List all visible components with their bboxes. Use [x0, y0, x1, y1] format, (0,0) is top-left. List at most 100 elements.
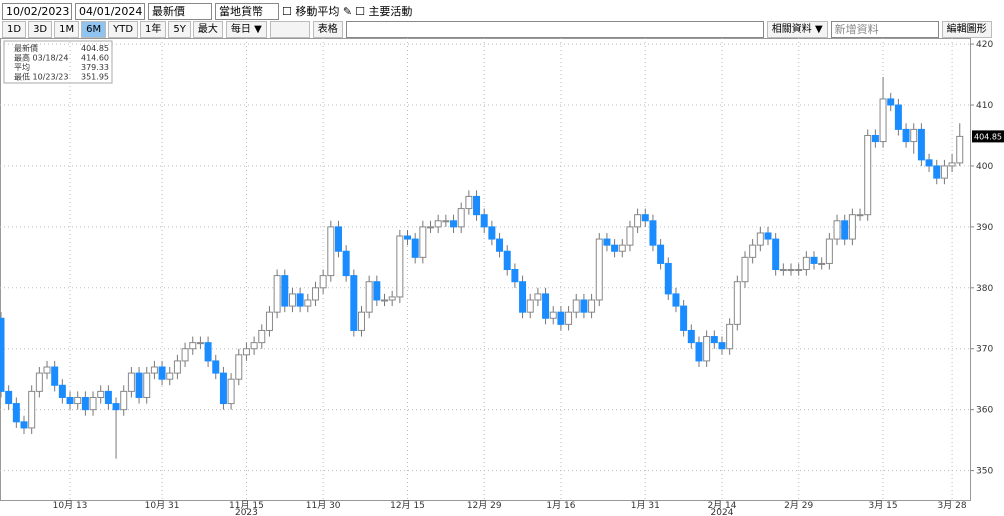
related-button[interactable]: 相關資料 ▼ [766, 20, 828, 38]
candle [127, 367, 135, 398]
candle-body [227, 378, 235, 405]
candle-body [258, 329, 266, 344]
search-field[interactable] [345, 20, 764, 38]
candle [296, 287, 304, 313]
candle [695, 336, 703, 368]
candle [189, 336, 197, 355]
candle-body [51, 366, 59, 386]
candle [856, 208, 864, 221]
candle [388, 290, 396, 307]
chart: 最新價 404.85 最高 03/18/24 414.60 平均 379.33 最低 10/… [0, 38, 1004, 516]
candle-body [917, 128, 925, 161]
period-button[interactable]: 1D [2, 20, 27, 38]
candle [35, 367, 43, 398]
candle-body [542, 293, 550, 319]
candle [258, 324, 266, 349]
currency-select[interactable]: 當地貨幣 [215, 2, 279, 20]
candle [787, 263, 795, 276]
candle-body [718, 342, 726, 350]
candle [825, 232, 833, 270]
candle [66, 391, 74, 410]
candle-body [58, 384, 66, 398]
candle-body [28, 390, 36, 429]
blank-button[interactable] [269, 20, 310, 38]
candle-body [810, 256, 818, 264]
candle-body [695, 342, 703, 362]
candle [265, 306, 273, 337]
candle [473, 190, 481, 221]
candle [104, 385, 112, 410]
candle-body [212, 360, 220, 374]
candle-body [442, 220, 450, 223]
candle [20, 415, 28, 435]
frequency[interactable]: 每日 ▼ [225, 20, 267, 38]
candle-body [189, 342, 197, 350]
candle [434, 214, 442, 233]
candle-body [572, 299, 580, 313]
field-select[interactable]: 最新價 [148, 2, 212, 20]
candle-body [534, 293, 542, 301]
candle [227, 373, 235, 410]
candle [703, 330, 711, 368]
candle-body [626, 226, 634, 246]
candle [902, 123, 910, 148]
candle-body [173, 360, 181, 374]
candle [173, 354, 181, 380]
candle-body [526, 299, 534, 313]
candle [818, 257, 826, 270]
period-button[interactable]: 6M [81, 20, 107, 38]
period-button[interactable]: 最大 [192, 20, 223, 38]
candle [404, 229, 412, 246]
period-button[interactable]: 3D [28, 20, 53, 38]
candle-body [419, 226, 427, 258]
y-tick-label: 420 [976, 40, 993, 50]
checkbox[interactable]: ☐ 移動平均 ✎ [282, 5, 353, 18]
candle [212, 354, 220, 380]
period-button[interactable]: 5Y [168, 20, 191, 38]
x-tick-label: 1月 31 [631, 500, 660, 511]
period-buttons: 1D 3D 1M 6M YTD 1年 5Y 最大 [2, 20, 223, 38]
candle-body [281, 275, 289, 307]
candle-body [557, 311, 565, 325]
candle-body [74, 396, 82, 405]
add-data[interactable]: 新增資料 [830, 20, 939, 38]
candle [143, 367, 151, 404]
start-date[interactable]: 10/02/2023 [2, 2, 72, 20]
period-button[interactable]: 1M [54, 20, 80, 38]
candle [5, 385, 13, 410]
x-tick-label: 12月 15 [390, 500, 425, 511]
candle [281, 269, 289, 313]
candle [672, 287, 680, 313]
candle-body [450, 220, 458, 228]
table-button[interactable]: 表格 [312, 20, 343, 38]
candle-body [580, 299, 588, 313]
candle-body [910, 128, 918, 143]
candle [534, 287, 542, 307]
candle [503, 245, 511, 276]
candle [611, 239, 619, 258]
period-button[interactable]: 1年 [140, 20, 167, 38]
candle-body [158, 366, 166, 380]
candle [687, 324, 695, 349]
candle-body [825, 238, 833, 264]
x-tick-label: 10月 31 [145, 500, 180, 511]
candle [166, 367, 174, 386]
candle [51, 360, 59, 392]
candle [120, 385, 128, 416]
candle [894, 98, 902, 136]
edit-chart[interactable]: 編輯圖形 [941, 20, 992, 38]
candle-body [365, 281, 373, 313]
checkbox[interactable]: ☐ 主要活動 [355, 5, 413, 18]
candle-body [265, 311, 273, 331]
legend-value: 379.33 [81, 63, 109, 72]
candle-body [20, 421, 28, 429]
candle-body [235, 354, 243, 380]
period-button[interactable]: YTD [108, 20, 139, 38]
toolbar-top: 10/02/2023 04/01/2024 最新價 當地貨幣 ☐ 移動平均 ✎ … [0, 2, 1004, 20]
candle-body [833, 220, 841, 240]
candle [649, 214, 657, 252]
candle-body [250, 342, 258, 350]
candle-body [925, 159, 933, 167]
end-date[interactable]: 04/01/2024 [75, 2, 145, 20]
